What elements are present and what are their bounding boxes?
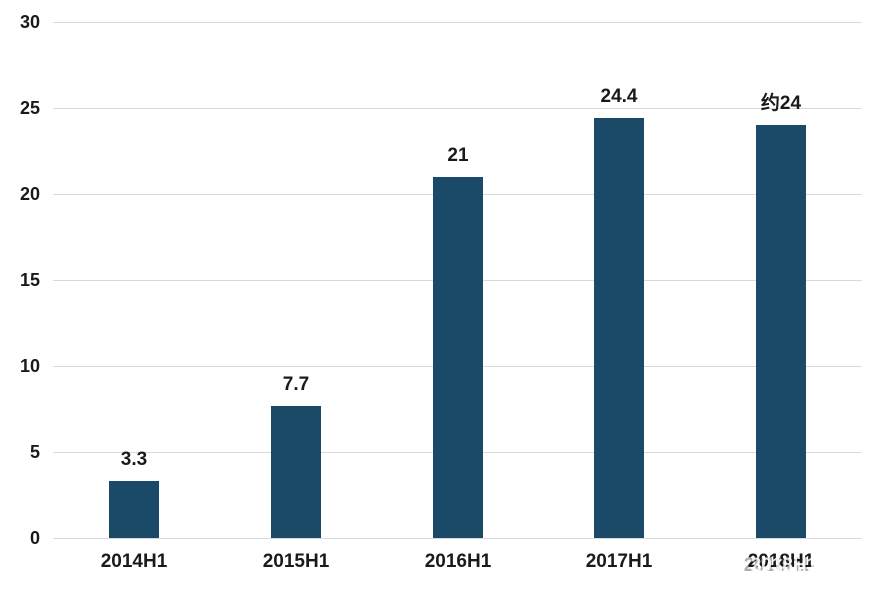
value-label-2017H1: 24.4 — [600, 86, 638, 107]
value-label-2018H1: 约24 — [760, 93, 802, 114]
bar-2016H1 — [433, 177, 483, 538]
bar-2014H1 — [109, 481, 159, 538]
x-axis-label-artifact-wrap: 2018H1 — [744, 551, 817, 577]
y-axis-tick-label: 25 — [19, 98, 40, 118]
x-axis-label-2014H1: 2014H1 — [100, 551, 168, 572]
gridline-y-25 — [53, 108, 862, 109]
y-axis-tick-label: 0 — [29, 528, 40, 548]
x-axis-label-2018H1: 2018H1 — [711, 551, 851, 577]
y-axis-tick-label: 5 — [29, 442, 40, 462]
value-label-2015H1: 7.7 — [282, 374, 310, 395]
y-axis-tick-label: 20 — [19, 184, 40, 204]
x-axis-label-2015H1: 2015H1 — [262, 551, 330, 572]
y-axis-tick-label: 15 — [19, 270, 40, 290]
bar-2018H1 — [756, 125, 806, 538]
value-label-2014H1: 3.3 — [120, 449, 148, 470]
y-axis-tick-label: 30 — [19, 12, 40, 32]
gridline-y-0 — [53, 538, 862, 539]
value-label-2016H1: 21 — [447, 145, 469, 166]
bar-2017H1 — [594, 118, 644, 538]
y-axis-tick-label: 10 — [19, 356, 40, 376]
bar-2015H1 — [271, 406, 321, 538]
gridline-y-30 — [53, 22, 862, 23]
x-axis-label-2017H1: 2017H1 — [585, 551, 653, 572]
x-axis-label-2016H1: 2016H1 — [424, 551, 492, 572]
